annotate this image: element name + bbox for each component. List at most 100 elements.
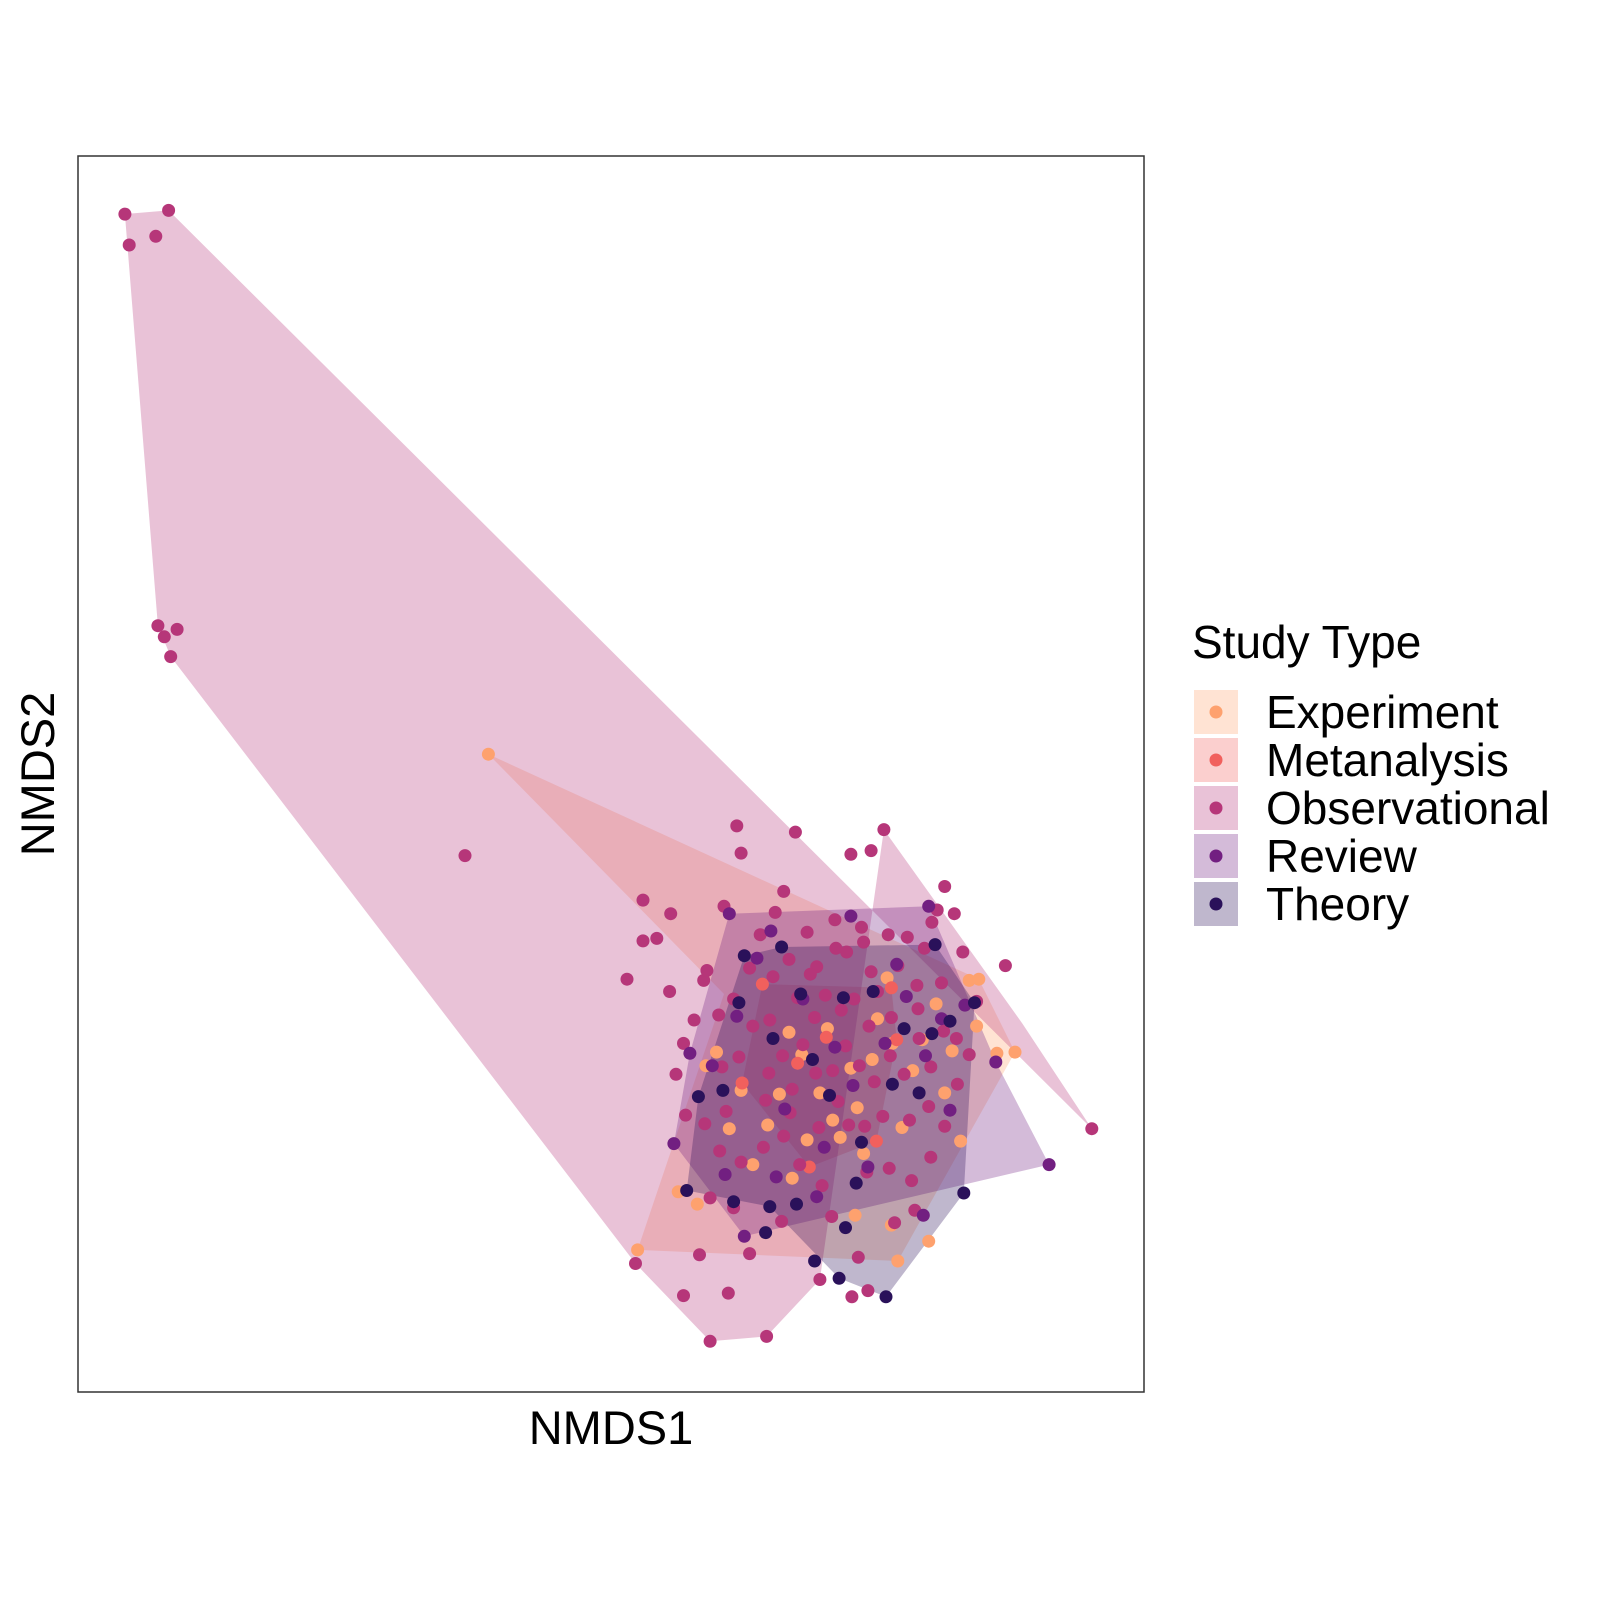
legend-label: Observational [1266,782,1550,834]
point-metanalysis [884,981,898,995]
point-experiment [1008,1045,1022,1059]
point-observational [693,1248,706,1262]
point-theory [732,996,746,1010]
point-observational [812,1121,826,1134]
point-metanalysis [755,977,769,991]
point-theory [836,991,850,1005]
point-theory [727,1195,741,1209]
point-observational [697,973,711,987]
point-observational [698,1117,712,1131]
point-observational [884,1011,898,1024]
point-observational [1085,1122,1099,1136]
point-observational [734,1155,748,1169]
point-review [764,924,778,938]
legend-key-dot [1209,801,1223,815]
point-observational [663,985,677,998]
point-experiment [880,971,894,985]
point-theory [763,1200,777,1214]
point-theory [912,1086,926,1100]
point-theory [806,1053,819,1066]
point-observational [796,1038,810,1052]
point-experiment [785,1171,799,1185]
point-experiment [782,1025,796,1039]
point-observational [800,925,814,939]
point-observational [713,1144,727,1158]
point-observational [777,884,791,898]
point-observational [753,928,767,942]
point-observational [813,1273,827,1286]
point-observational [844,847,858,861]
point-observational [766,970,780,984]
point-review [817,1140,831,1154]
point-observational [151,619,165,633]
point-observational [677,1036,690,1050]
point-theory [759,1226,773,1240]
legend-key-dot [1209,897,1223,911]
point-review [828,1040,842,1054]
point-experiment [690,1197,704,1211]
point-observational [935,976,948,990]
point-observational [803,967,817,981]
x-axis-title: NMDS1 [529,1401,694,1454]
point-observational [164,650,178,664]
point-theory [925,1027,939,1041]
point-experiment [922,1234,936,1248]
point-experiment [826,1113,840,1127]
point-observational [947,907,961,921]
point-observational [743,961,757,975]
point-theory [737,949,751,963]
point-theory [794,987,808,1001]
point-review [730,1009,744,1023]
legend-label: Theory [1266,878,1409,930]
point-observational [700,964,714,977]
point-review [844,909,858,923]
point-observational [122,238,136,252]
point-observational [903,1113,916,1127]
point-observational [730,819,744,833]
point-observational [687,1013,701,1027]
point-metanalysis [819,1030,833,1044]
point-review [916,1208,930,1222]
point-observational [905,1174,919,1188]
point-observational [620,972,634,986]
point-experiment [710,1045,723,1059]
point-experiment [891,1254,905,1268]
point-observational [721,1286,735,1300]
point-review [922,899,936,913]
point-observational [719,1104,733,1118]
point-observational [782,952,796,966]
point-observational [867,1075,881,1089]
point-experiment [800,1133,814,1147]
point-experiment [848,1208,862,1222]
point-theory [943,1014,957,1028]
point-theory [897,1022,911,1036]
point-observational [703,1334,717,1348]
point-observational [734,846,748,860]
point-theory [957,1186,971,1200]
point-metanalysis [869,1134,883,1148]
point-experiment [722,1122,736,1136]
point-observational [458,849,472,863]
point-observational [861,1284,875,1298]
point-review [899,990,913,1003]
point-theory [823,1088,836,1102]
point-review [769,1170,783,1184]
point-observational [650,931,664,945]
point-observational [922,1100,936,1113]
hull-experiment [488,754,1015,1261]
point-observational [732,1050,746,1064]
point-observational [768,905,782,919]
point-observational [917,941,931,955]
point-theory [968,996,981,1010]
point-observational [703,1191,717,1205]
point-observational [876,1109,890,1123]
point-observational [962,1048,976,1062]
point-observational [924,1060,938,1074]
point-observational [852,1059,866,1073]
legend-item-observational: Observational [1194,782,1550,834]
point-experiment [945,1044,959,1058]
point-observational [840,945,854,959]
point-observational [910,978,924,992]
point-observational [851,1250,865,1264]
point-observational [808,1011,822,1024]
